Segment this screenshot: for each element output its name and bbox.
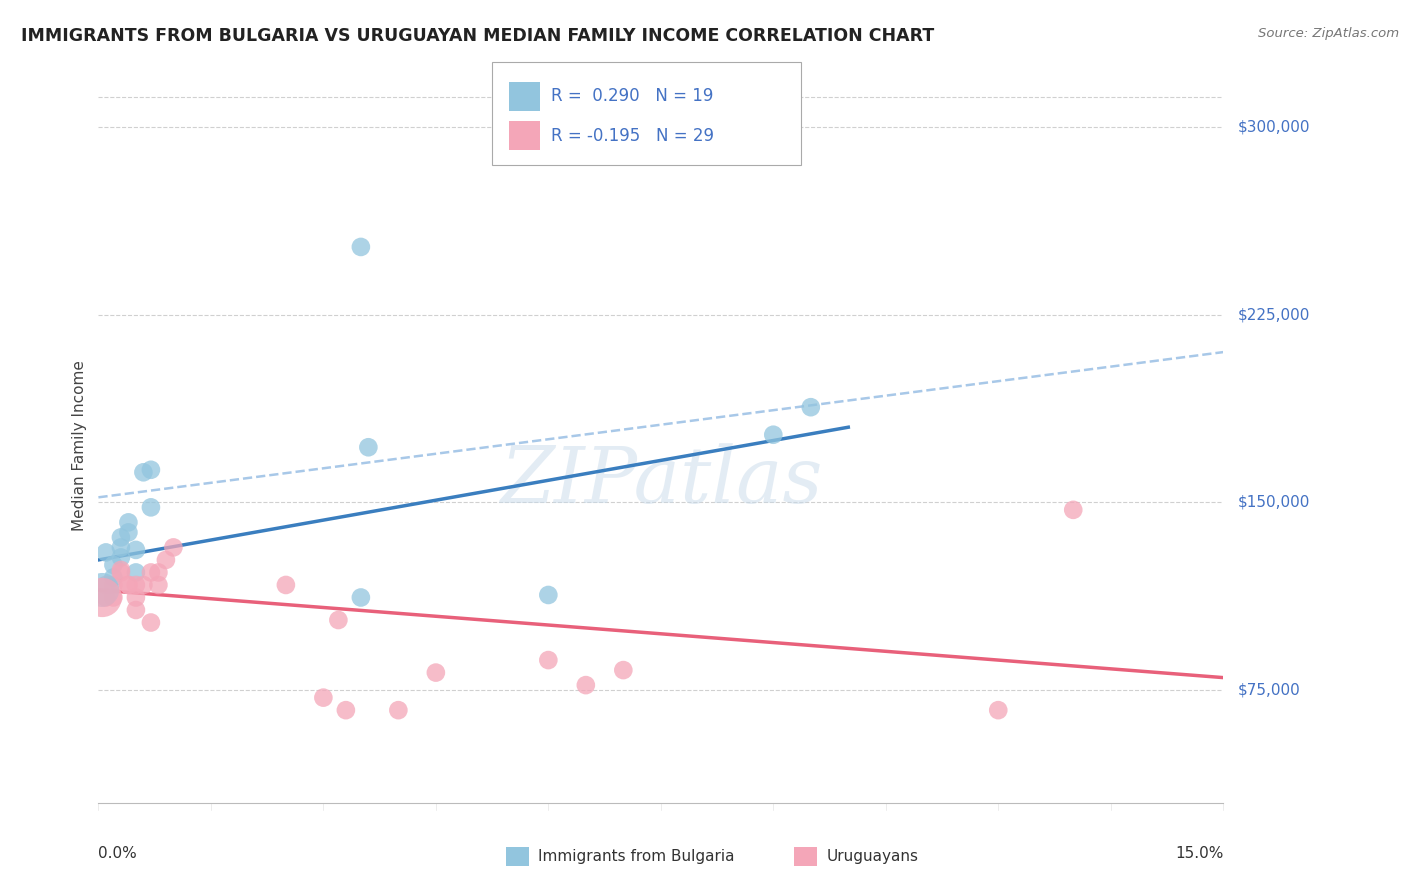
Text: $300,000: $300,000 [1237, 120, 1310, 135]
Text: Immigrants from Bulgaria: Immigrants from Bulgaria [538, 849, 735, 863]
Point [139, 463, 162, 477]
Point [425, 665, 447, 680]
Point [155, 553, 177, 567]
Point [800, 400, 823, 414]
Point [537, 588, 560, 602]
Point [132, 465, 155, 479]
Point [139, 615, 162, 630]
Point [125, 542, 148, 557]
Point [612, 663, 634, 677]
Point [537, 653, 560, 667]
Text: Uruguayans: Uruguayans [827, 849, 918, 863]
Point [274, 578, 297, 592]
Point [148, 578, 170, 592]
Point [125, 603, 148, 617]
Point [148, 566, 170, 580]
Point [162, 541, 184, 555]
Point [1062, 503, 1084, 517]
Point [139, 500, 162, 515]
Point [91, 582, 114, 597]
Text: R = -0.195   N = 29: R = -0.195 N = 29 [551, 127, 714, 145]
Point [387, 703, 409, 717]
Point [103, 570, 125, 584]
Point [110, 566, 132, 580]
Point [94, 591, 117, 605]
Point [350, 240, 373, 254]
Text: IMMIGRANTS FROM BULGARIA VS URUGUAYAN MEDIAN FAMILY INCOME CORRELATION CHART: IMMIGRANTS FROM BULGARIA VS URUGUAYAN ME… [21, 27, 935, 45]
Point [762, 427, 785, 442]
Point [103, 578, 125, 592]
Text: 15.0%: 15.0% [1175, 846, 1223, 861]
Point [575, 678, 598, 692]
Point [125, 591, 148, 605]
Point [357, 440, 380, 454]
Point [94, 578, 117, 592]
Point [110, 563, 132, 577]
Text: ZIPatlas: ZIPatlas [499, 443, 823, 520]
Point [350, 591, 373, 605]
Point [91, 591, 114, 605]
Point [117, 516, 139, 530]
Point [117, 525, 139, 540]
Point [125, 566, 148, 580]
Point [110, 541, 132, 555]
Point [103, 558, 125, 572]
Point [117, 578, 139, 592]
Point [125, 578, 148, 592]
Text: Source: ZipAtlas.com: Source: ZipAtlas.com [1258, 27, 1399, 40]
Point [103, 591, 125, 605]
Point [328, 613, 350, 627]
Point [110, 530, 132, 544]
Text: 0.0%: 0.0% [98, 846, 138, 861]
Point [312, 690, 335, 705]
Text: $75,000: $75,000 [1237, 682, 1301, 698]
Point [139, 566, 162, 580]
Point [132, 578, 155, 592]
Text: $150,000: $150,000 [1237, 495, 1309, 510]
Point [335, 703, 357, 717]
Point [94, 545, 117, 559]
Y-axis label: Median Family Income: Median Family Income [72, 360, 87, 532]
Point [117, 578, 139, 592]
Point [987, 703, 1010, 717]
Point [110, 550, 132, 565]
Text: R =  0.290   N = 19: R = 0.290 N = 19 [551, 87, 713, 105]
Text: $225,000: $225,000 [1237, 307, 1309, 322]
